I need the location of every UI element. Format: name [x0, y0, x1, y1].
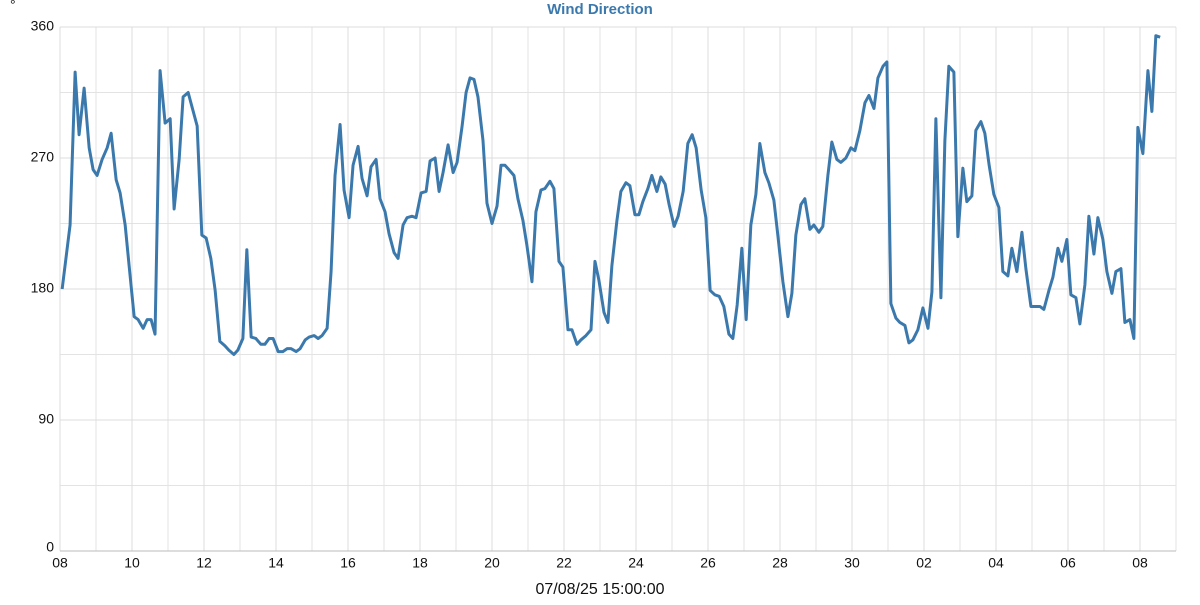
chart-title: Wind Direction — [547, 1, 653, 18]
x-tick-label: 12 — [196, 555, 212, 571]
x-tick-label: 14 — [268, 555, 284, 571]
x-tick-label: 26 — [700, 555, 716, 571]
y-tick-label: 90 — [38, 411, 54, 427]
x-tick-label: 06 — [1060, 555, 1076, 571]
x-tick-label: 02 — [916, 555, 932, 571]
x-axis-label: 07/08/25 15:00:00 — [535, 581, 664, 598]
x-tick-label: 28 — [772, 555, 788, 571]
x-tick-label: 04 — [988, 555, 1004, 571]
x-tick-label: 08 — [1132, 555, 1148, 571]
y-tick-label: 180 — [31, 280, 55, 296]
y-tick-label: 360 — [31, 18, 55, 34]
x-tick-label: 24 — [628, 555, 644, 571]
x-tick-label: 22 — [556, 555, 572, 571]
x-tick-label: 08 — [52, 555, 68, 571]
y-tick-label: 270 — [31, 149, 55, 165]
x-tick-label: 18 — [412, 555, 428, 571]
x-tick-label: 30 — [844, 555, 860, 571]
x-tick-label: 10 — [124, 555, 140, 571]
y-unit: ° — [10, 0, 16, 13]
data-line — [60, 34, 1161, 356]
x-tick-label: 20 — [484, 555, 500, 571]
x-tick-label: 16 — [340, 555, 356, 571]
y-tick-label: 0 — [46, 539, 54, 555]
